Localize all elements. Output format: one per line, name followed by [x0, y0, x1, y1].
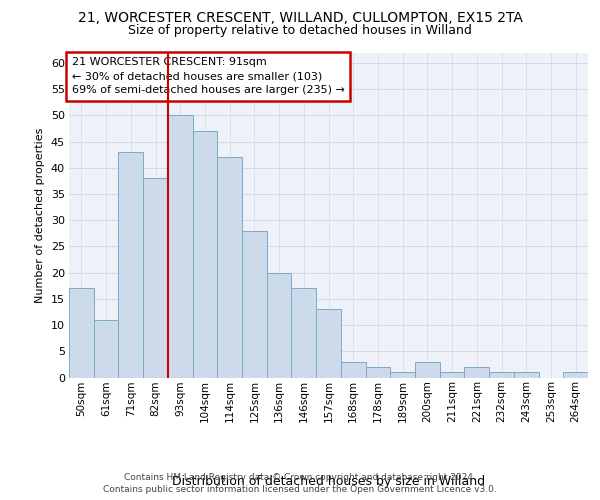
Bar: [341, 362, 365, 378]
Bar: [365, 367, 390, 378]
Bar: [390, 372, 415, 378]
Bar: [94, 320, 118, 378]
Bar: [316, 310, 341, 378]
X-axis label: Distribution of detached houses by size in Willand: Distribution of detached houses by size …: [172, 475, 485, 488]
Text: 21 WORCESTER CRESCENT: 91sqm
← 30% of detached houses are smaller (103)
69% of s: 21 WORCESTER CRESCENT: 91sqm ← 30% of de…: [71, 58, 344, 96]
Bar: [292, 288, 316, 378]
Text: 21, WORCESTER CRESCENT, WILLAND, CULLOMPTON, EX15 2TA: 21, WORCESTER CRESCENT, WILLAND, CULLOMP…: [77, 11, 523, 25]
Bar: [440, 372, 464, 378]
Bar: [267, 272, 292, 378]
Y-axis label: Number of detached properties: Number of detached properties: [35, 128, 45, 302]
Text: Contains HM Land Registry data © Crown copyright and database right 2024.
Contai: Contains HM Land Registry data © Crown c…: [103, 472, 497, 494]
Bar: [118, 152, 143, 378]
Bar: [563, 372, 588, 378]
Bar: [69, 288, 94, 378]
Text: Size of property relative to detached houses in Willand: Size of property relative to detached ho…: [128, 24, 472, 37]
Bar: [514, 372, 539, 378]
Bar: [193, 131, 217, 378]
Bar: [242, 230, 267, 378]
Bar: [464, 367, 489, 378]
Bar: [217, 158, 242, 378]
Bar: [143, 178, 168, 378]
Bar: [168, 116, 193, 378]
Bar: [415, 362, 440, 378]
Bar: [489, 372, 514, 378]
